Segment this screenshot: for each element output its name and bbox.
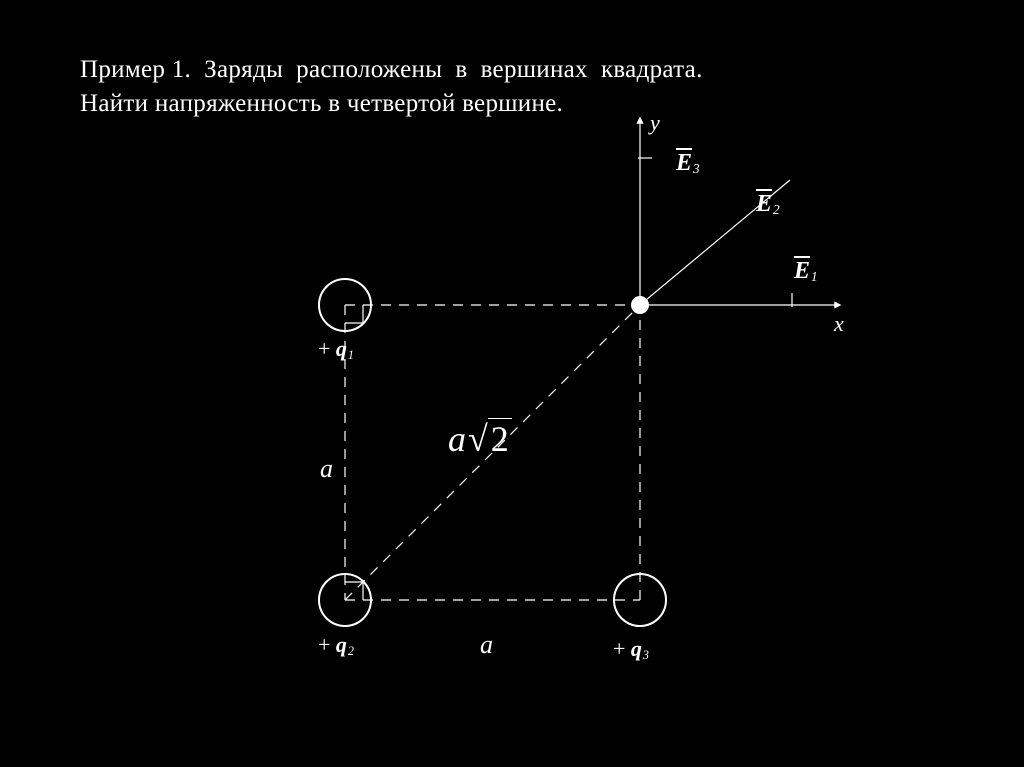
charge-label-q2: + q2 [318,632,354,658]
physics-diagram [0,0,1024,767]
charge-label-q3: + q3 [613,636,649,662]
diagonal-label: a√2 [448,418,512,460]
side-label-1: a [480,630,493,660]
side-label-0: a [320,454,333,484]
axis-x-label: x [834,311,844,337]
axis-y-label: y [650,110,660,136]
field-label-e2: E2 [756,191,780,218]
field-label-e1: E1 [794,258,818,285]
field-label-e3: E3 [676,150,700,177]
charge-label-q1: + q1 [318,336,354,362]
